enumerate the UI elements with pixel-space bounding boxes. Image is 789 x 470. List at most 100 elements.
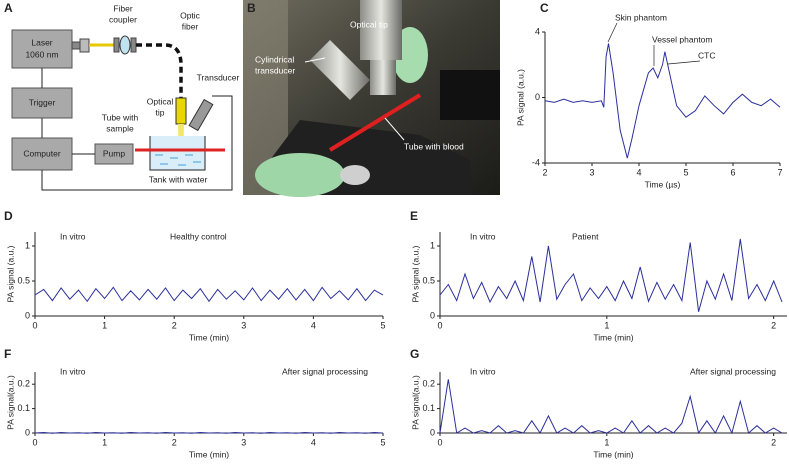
x-tick-label: 2	[172, 437, 177, 447]
x-tick-label: 1	[604, 437, 609, 447]
tip-label: tip	[156, 107, 165, 117]
x-tick-label: 4	[636, 167, 641, 177]
setup-diagram: Laser 1060 nm Fiber coupler Optic fiber …	[11, 3, 240, 191]
panel-label: B	[247, 1, 256, 15]
annotation: In vitro	[60, 231, 86, 241]
tank	[149, 136, 206, 171]
x-tick-label: 5	[380, 320, 385, 330]
x-tick-label: 3	[589, 167, 594, 177]
signal-trace	[439, 238, 783, 312]
photo-label: transducer	[255, 65, 295, 75]
annotation: After signal processing	[282, 366, 368, 376]
transducer	[188, 98, 214, 132]
x-tick-label: 7	[777, 167, 782, 177]
x-tick-label: 0	[437, 320, 442, 330]
x-tick-label: 0	[32, 320, 37, 330]
pump-label: Pump	[103, 148, 125, 158]
y-axis-label: PA signal(a.u.)	[410, 375, 420, 430]
y-tick-label: 0	[25, 310, 30, 320]
y-tick-label: 0.2	[422, 379, 435, 389]
transducer-label: Transducer	[197, 72, 240, 82]
signal-trace	[34, 286, 384, 303]
annotation: In vitro	[470, 231, 496, 241]
photo-label: Tube with blood	[404, 141, 464, 151]
x-tick-label: 6	[730, 167, 735, 177]
x-tick-label: 1	[604, 320, 609, 330]
annotation-leader	[667, 60, 701, 65]
screw	[340, 165, 370, 185]
x-tick-label: 3	[241, 437, 246, 447]
x-tick-label: 2	[771, 320, 776, 330]
annotation: Vessel phantom	[652, 34, 712, 44]
signal-trace	[544, 43, 781, 159]
y-tick-label: 0	[25, 427, 30, 437]
coupler-label: coupler	[109, 14, 137, 24]
optical-tip	[360, 0, 402, 60]
y-tick-label: 0.1	[422, 403, 435, 413]
y-tick-label: 4	[535, 26, 540, 36]
panel-label: A	[4, 1, 13, 15]
x-tick-label: 3	[241, 320, 246, 330]
x-tick-label: 1	[102, 320, 107, 330]
y-tick-label: 0.1	[17, 403, 30, 413]
laser-label: Laser	[31, 37, 52, 47]
clamp	[440, 70, 500, 120]
x-tick-label: 0	[32, 437, 37, 447]
panel-label: F	[4, 347, 11, 361]
x-tick-label: 2	[172, 320, 177, 330]
x-tick-label: 0	[437, 437, 442, 447]
signal-trace	[439, 379, 783, 435]
x-axis-label: Time (min)	[593, 332, 633, 342]
panel-label: E	[410, 209, 418, 223]
connector	[71, 41, 81, 50]
x-tick-label: 4	[311, 320, 316, 330]
y-tick-label: 0	[535, 92, 540, 102]
annotation: After signal processing	[690, 366, 776, 376]
x-axis-label: Time (µs)	[645, 179, 681, 189]
connector	[79, 38, 90, 53]
tube	[328, 93, 422, 152]
panel-label: D	[4, 209, 13, 223]
fiber-label: Optic	[180, 10, 201, 20]
water	[155, 154, 201, 166]
x-tick-label: 2	[542, 167, 547, 177]
coupler-lens	[119, 35, 131, 55]
photo-label: Cylindrical	[255, 54, 294, 64]
cylindrical-transducer	[310, 40, 370, 100]
cable	[41, 68, 233, 191]
leader	[384, 117, 405, 141]
foam	[255, 153, 345, 197]
optical-tip	[175, 97, 187, 125]
leader	[304, 57, 326, 63]
y-tick-label: 1	[430, 240, 435, 250]
panel-label: C	[540, 1, 549, 15]
x-tick-label: 2	[771, 437, 776, 447]
tube-label: sample	[106, 123, 134, 133]
optic-fiber	[136, 43, 183, 98]
x-tick-label: 1	[102, 437, 107, 447]
x-tick-label: 5	[683, 167, 688, 177]
y-tick-label: 0	[430, 427, 435, 437]
annotation: Healthy control	[170, 231, 227, 241]
y-axis-label: PA signal (a.u.)	[515, 69, 525, 126]
trigger-label: Trigger	[29, 97, 56, 107]
annotation-leader	[607, 22, 618, 43]
tank-label: Tank with water	[149, 174, 208, 184]
y-tick-label: 0.5	[17, 275, 30, 285]
tip-label: Optical	[147, 96, 174, 106]
annotation: Skin phantom	[615, 12, 667, 22]
x-tick-label: 4	[311, 437, 316, 447]
optical-tip	[370, 60, 396, 95]
x-axis-label: Time (min)	[189, 332, 229, 342]
annotation: CTC	[698, 50, 715, 60]
y-axis-label: PA signal(a.u.)	[5, 375, 15, 430]
annotation: Patient	[572, 231, 599, 241]
x-axis-label: Time (min)	[593, 449, 633, 459]
laser-label: 1060 nm	[25, 49, 58, 59]
coupler-mount	[130, 37, 137, 53]
laser-box	[11, 29, 73, 69]
computer-label: Computer	[23, 148, 60, 158]
photo: Optical tip Cylindrical transducer Tube …	[243, 0, 500, 197]
photo-label: Optical tip	[350, 19, 388, 29]
